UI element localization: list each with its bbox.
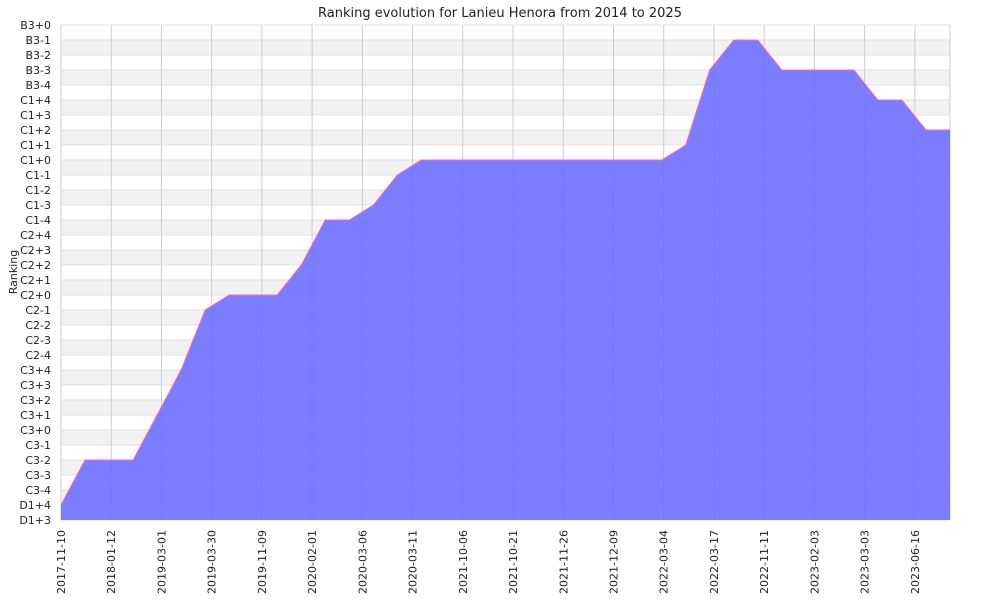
y-axis-label: Ranking: [7, 250, 20, 295]
y-tick-labels: D1+3 D1+4 C3-4 C3-3 C3-2 C3-1 C3+0 C3+1 C3+2 C3+3…: [19, 19, 51, 527]
y-tick-label: C3+0: [20, 424, 51, 437]
y-tick-label: C3-3: [25, 469, 51, 482]
y-tick-label: C2+4: [20, 229, 51, 242]
y-tick-label: C1-2: [25, 184, 51, 197]
x-tick-label: 2022-11-11: [758, 530, 771, 594]
x-tick-label: 2020-02-01: [306, 530, 319, 594]
y-tick-label: C3+2: [20, 394, 51, 407]
y-tick-label: C2-4: [25, 349, 51, 362]
y-tick-label: C3+3: [20, 379, 51, 392]
x-tick-label: 2018-01-12: [105, 530, 118, 594]
y-tick-label: C1-4: [25, 214, 51, 227]
y-tick-label: C3-4: [25, 484, 51, 497]
y-tick-label: B3-4: [25, 79, 51, 92]
y-tick-label: C1+4: [20, 94, 51, 107]
y-tick-label: D1+3: [19, 514, 51, 527]
x-tick-label: 2022-03-17: [708, 530, 721, 594]
x-tick-label: 2019-11-09: [256, 530, 269, 594]
x-tick-label: 2023-03-03: [859, 530, 872, 594]
y-tick-label: B3-3: [25, 64, 51, 77]
y-tick-label: C2-1: [25, 304, 51, 317]
x-tick-label: 2023-02-03: [808, 530, 821, 594]
data-area: [60, 39, 950, 520]
y-tick-label: C2+2: [20, 259, 51, 272]
y-tick-label: C3+1: [20, 409, 51, 422]
y-tick-label: C3+4: [20, 364, 51, 377]
y-tick-label: C1-1: [25, 169, 51, 182]
y-tick-label: C2+1: [20, 274, 51, 287]
x-tick-label: 2021-10-06: [457, 530, 470, 594]
y-tick-label: B3-1: [25, 34, 51, 47]
x-tick-label: 2020-03-11: [407, 530, 420, 594]
chart-title: Ranking evolution for Lanieu Henora from…: [318, 6, 682, 21]
x-tick-label: 2017-11-10: [55, 530, 68, 594]
y-tick-label: C2-2: [25, 319, 51, 332]
y-tick-label: C3-1: [25, 439, 51, 452]
x-tick-label: 2021-11-26: [557, 530, 570, 594]
x-tick-labels: 2017-11-10 2018-01-12 2019-03-01 2019-03-30…: [55, 530, 922, 594]
series-line: [60, 39, 950, 506]
y-tick-label: B3-2: [25, 49, 51, 62]
x-tick-label: 2021-10-21: [507, 530, 520, 594]
x-tick-label: 2021-12-09: [608, 530, 621, 594]
y-tick-label: C1+2: [20, 124, 51, 137]
y-tick-label: D1+4: [19, 499, 51, 512]
y-tick-label: B3+0: [20, 19, 51, 32]
y-tick-label: C3-2: [25, 454, 51, 467]
y-tick-label: C2-3: [25, 334, 51, 347]
grid-band: [61, 40, 950, 55]
y-tick-label: C1-3: [25, 199, 51, 212]
x-tick-label: 2023-06-16: [909, 530, 922, 594]
y-tick-label: C1+0: [20, 154, 51, 167]
x-tick-label: 2019-03-01: [156, 530, 169, 594]
series-area: [61, 40, 950, 520]
y-tick-label: C1+3: [20, 109, 51, 122]
x-tick-label: 2022-03-04: [658, 530, 671, 594]
y-tick-label: C2+0: [20, 289, 51, 302]
y-tick-label: C2+3: [20, 244, 51, 257]
x-tick-label: 2020-03-06: [356, 530, 369, 594]
y-tick-label: C1+1: [20, 139, 51, 152]
x-tick-label: 2019-03-30: [206, 530, 219, 594]
